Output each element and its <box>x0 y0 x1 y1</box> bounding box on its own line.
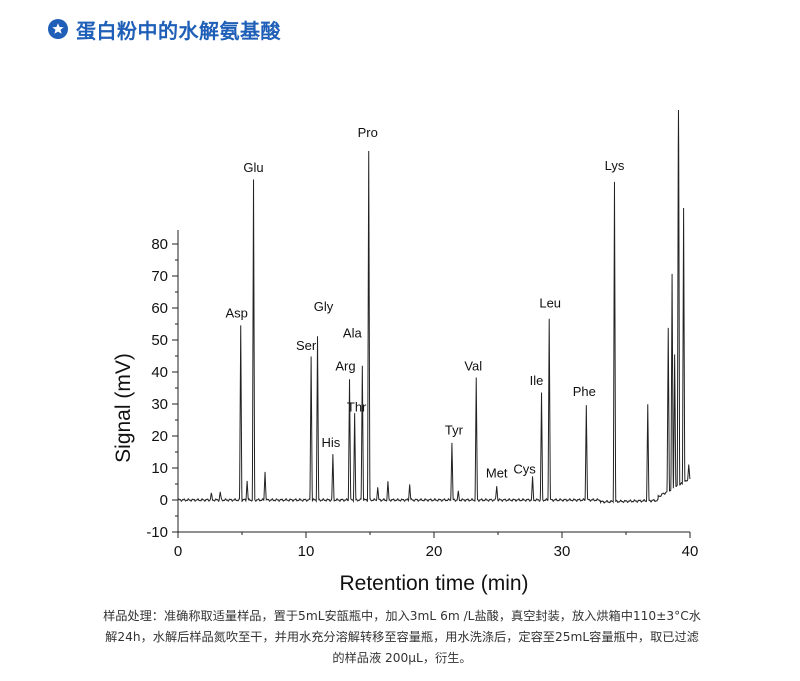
page-header: 蛋白粉中的水解氨基酸 <box>48 14 281 44</box>
x-tick-label: 10 <box>298 543 315 560</box>
x-tick-label: 30 <box>554 543 571 560</box>
peak-label-phe: Phe <box>573 384 596 399</box>
peak-label-ile: Ile <box>530 373 544 388</box>
peak-label-cys: Cys <box>513 462 536 477</box>
peak-label-asp: Asp <box>226 306 248 321</box>
peak-label-val: Val <box>464 358 482 373</box>
y-axis-label: Signal (mV) <box>112 353 135 463</box>
page-title: 蛋白粉中的水解氨基酸 <box>76 18 281 43</box>
x-axis-label: Retention time (min) <box>339 572 528 595</box>
sample-processing-note: 样品处理：准确称取适量样品，置于5mL安瓿瓶中，加入3mL 6m /L盐酸，真空… <box>103 609 701 665</box>
x-tick-label: 20 <box>426 543 443 560</box>
y-tick-label: 70 <box>151 268 168 285</box>
peak-label-ala: Ala <box>343 326 363 341</box>
peak-label-arg: Arg <box>335 358 355 373</box>
peak-label-gly: Gly <box>314 299 334 314</box>
y-tick-label: 40 <box>151 364 168 381</box>
star-badge-icon <box>48 19 68 39</box>
peak-label-glu: Glu <box>243 160 263 175</box>
chromatogram-chart: 0 10 20 30 40 -10 0 10 20 30 40 50 60 70 80 Asp Glu Ser G… <box>112 109 699 595</box>
y-tick-label: 20 <box>151 428 168 445</box>
peak-label-thr: Thr <box>347 400 367 415</box>
chromatogram-trace <box>177 109 691 505</box>
x-tick-label: 40 <box>682 543 699 560</box>
peak-label-ser: Ser <box>296 338 317 353</box>
y-tick-label: 80 <box>151 236 168 253</box>
peak-label-tyr: Tyr <box>445 422 464 437</box>
y-tick-label: 60 <box>151 300 168 317</box>
peak-label-leu: Leu <box>539 296 561 311</box>
y-tick-label: 0 <box>160 492 168 509</box>
x-tick-label: 0 <box>174 543 182 560</box>
peak-label-his: His <box>321 435 340 450</box>
peak-label-met: Met <box>486 466 508 481</box>
peak-label-lys: Lys <box>605 158 625 173</box>
y-tick-label: 10 <box>151 460 168 477</box>
y-tick-label: -10 <box>146 524 168 541</box>
y-tick-label: 30 <box>151 396 168 413</box>
peak-label-pro: Pro <box>358 125 378 140</box>
y-tick-label: 50 <box>151 332 168 349</box>
